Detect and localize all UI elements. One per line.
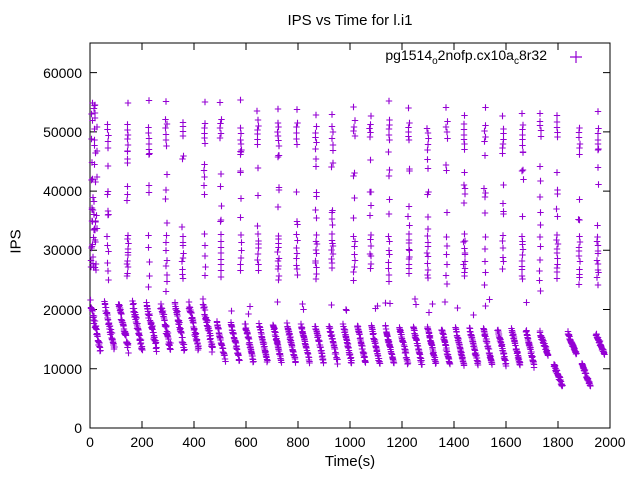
legend-label-text: pg1514 — [385, 47, 433, 64]
y-tick-label: 20000 — [43, 301, 82, 318]
y-tick-label: 0 — [74, 420, 82, 436]
y-tick-label: 50000 — [43, 123, 82, 140]
x-tick-label: 1400 — [438, 434, 470, 450]
legend-label-text: 2nofp.cx10a — [437, 47, 514, 64]
legend-entry: pg1514o2nofp.cx10ac8r32 — [385, 47, 585, 67]
legend-series-label: pg1514o2nofp.cx10ac8r32 — [385, 47, 547, 67]
y-tick-label: 10000 — [43, 360, 82, 377]
x-axis-label: Time(s) — [324, 453, 376, 470]
x-tick-label: 1600 — [490, 434, 522, 450]
axis-ticks — [89, 43, 611, 429]
legend-label-subscript: o — [432, 55, 438, 67]
legend-label-subscript: c — [513, 55, 519, 67]
scatter-points — [87, 96, 608, 390]
chart-title: IPS vs Time for l.i1 — [287, 12, 413, 29]
x-tick-label: 1800 — [542, 434, 574, 450]
x-tick-label: 200 — [130, 434, 154, 450]
x-tick-label: 800 — [286, 434, 310, 450]
x-tick-label: 1200 — [386, 434, 418, 450]
x-tick-label: 400 — [182, 434, 206, 450]
x-tick-label: 0 — [86, 434, 94, 450]
y-tick-label: 40000 — [43, 183, 82, 200]
legend-label-text: 8r32 — [518, 47, 547, 64]
x-tick-label: 2000 — [594, 434, 626, 450]
y-tick-label: 30000 — [43, 242, 82, 259]
y-tick-label: 60000 — [43, 64, 82, 81]
legend-plus-marker-icon — [570, 51, 582, 63]
x-tick-label: 600 — [234, 434, 258, 450]
x-tick-label: 1000 — [334, 434, 366, 450]
